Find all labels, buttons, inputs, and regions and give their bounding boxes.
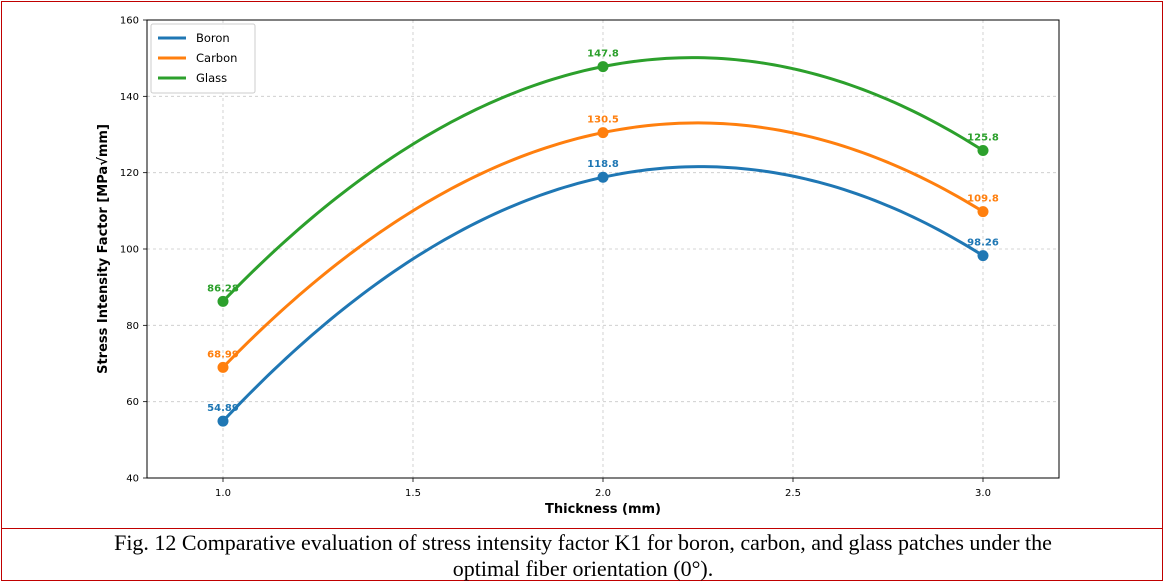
point-glass xyxy=(977,145,989,157)
legend-box xyxy=(150,23,256,94)
y-tick-label: 60 xyxy=(126,397,139,408)
line-chart: 1.0 1.5 2.0 2.5 3.0 40 60 80 100 120 140 160 54.89… xyxy=(96,16,1060,517)
data-label-carbon: 130.5 xyxy=(587,115,619,126)
data-label-carbon: 109.8 xyxy=(967,194,999,205)
y-tick-label: 100 xyxy=(120,245,139,256)
y-tick-label: 40 xyxy=(126,474,139,485)
caption-line-2: optimal fiber orientation (0°). xyxy=(452,556,714,581)
point-glass xyxy=(597,61,609,73)
y-axis-ticks: 40 60 80 100 120 140 160 xyxy=(120,16,147,485)
data-label-carbon: 68.99 xyxy=(207,349,239,360)
point-carbon xyxy=(597,127,609,139)
figure-caption: Fig. 12 Comparative evaluation of stress… xyxy=(4,530,1162,582)
data-label-boron: 118.8 xyxy=(587,159,619,170)
x-tick-label: 1.5 xyxy=(405,488,421,499)
x-tick-label: 2.5 xyxy=(785,488,801,499)
data-label-glass: 125.8 xyxy=(967,133,999,144)
y-tick-label: 140 xyxy=(120,92,139,103)
legend-label-glass: Glass xyxy=(196,71,227,85)
x-axis-ticks: 1.0 1.5 2.0 2.5 3.0 xyxy=(215,478,991,499)
caption-divider xyxy=(1,528,1163,529)
y-tick-label: 160 xyxy=(120,16,139,27)
point-boron xyxy=(217,415,229,427)
legend: Boron Carbon Glass xyxy=(150,23,256,94)
x-tick-label: 3.0 xyxy=(975,488,991,499)
series-points xyxy=(217,61,989,427)
x-axis-label: Thickness (mm) xyxy=(545,502,661,517)
x-tick-label: 2.0 xyxy=(595,488,611,499)
y-tick-label: 80 xyxy=(126,321,139,332)
data-label-boron: 54.89 xyxy=(207,403,239,414)
data-labels: 54.89 118.8 98.26 68.99 130.5 109.8 86.28 147.8… xyxy=(207,49,999,415)
data-label-boron: 98.26 xyxy=(967,238,999,249)
data-label-glass: 147.8 xyxy=(587,49,619,60)
data-label-glass: 86.28 xyxy=(207,283,239,294)
y-axis-label: Stress Intensity Factor [MPa√mm] xyxy=(96,124,111,374)
legend-label-carbon: Carbon xyxy=(196,51,237,65)
x-tick-label: 1.0 xyxy=(215,488,231,499)
point-carbon xyxy=(977,206,989,218)
point-glass xyxy=(217,295,229,307)
point-carbon xyxy=(217,361,229,373)
point-boron xyxy=(597,171,609,183)
grid xyxy=(147,19,1059,479)
point-boron xyxy=(977,250,989,262)
y-tick-label: 120 xyxy=(120,168,139,179)
legend-label-boron: Boron xyxy=(196,31,230,45)
caption-line-1: Fig. 12 Comparative evaluation of stress… xyxy=(114,530,1052,555)
